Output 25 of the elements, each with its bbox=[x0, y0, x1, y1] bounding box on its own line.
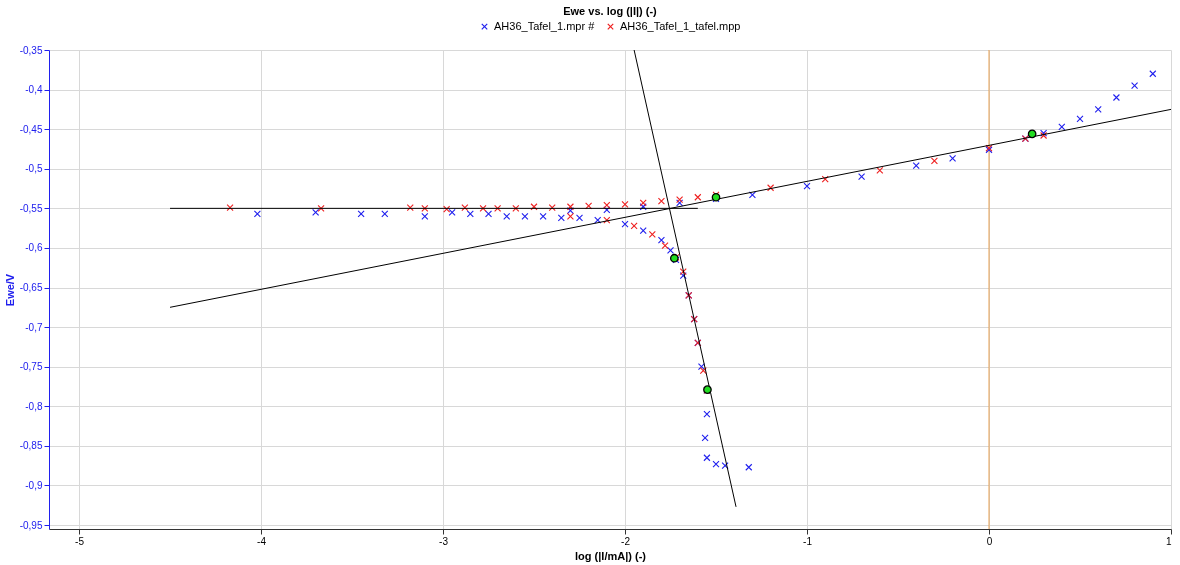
y-tick-label: -0,9 bbox=[25, 479, 43, 491]
y-tick-label: -0,5 bbox=[25, 163, 43, 175]
y-tick-label: -0,45 bbox=[19, 123, 43, 135]
chart-title: Ewe vs. log (|I|) (-) bbox=[563, 5, 658, 17]
x-tick-label: -1 bbox=[803, 535, 813, 547]
x-tick-label: 1 bbox=[1165, 535, 1172, 547]
y-tick-label: -0,75 bbox=[19, 361, 43, 373]
y-tick-label: -0,65 bbox=[19, 282, 43, 294]
y-tick-label: -0,85 bbox=[19, 440, 43, 452]
x-tick-label: -5 bbox=[75, 535, 85, 547]
y-tick-label: -0,8 bbox=[25, 400, 43, 412]
y-tick-label: -0,35 bbox=[19, 44, 43, 56]
y-tick-label: -0,4 bbox=[25, 84, 43, 96]
x-tick-label: -4 bbox=[257, 535, 267, 547]
legend-label: AH36_Tafel_1_tafel.mpp bbox=[620, 19, 741, 32]
y-tick-label: -0,95 bbox=[19, 519, 43, 531]
x-tick-label: 0 bbox=[986, 535, 993, 547]
y-tick-label: -0,7 bbox=[25, 321, 43, 333]
x-axis-title: log (|I/mA|) (-) bbox=[575, 549, 647, 562]
y-axis-title: Ewe/V bbox=[3, 273, 16, 307]
y-tick-label: -0,55 bbox=[19, 202, 43, 214]
x-tick-label: -3 bbox=[439, 535, 449, 547]
y-tick-label: -0,6 bbox=[25, 242, 43, 254]
x-tick-label: -2 bbox=[621, 535, 631, 547]
legend-label: AH36_Tafel_1.mpr # bbox=[494, 19, 596, 32]
